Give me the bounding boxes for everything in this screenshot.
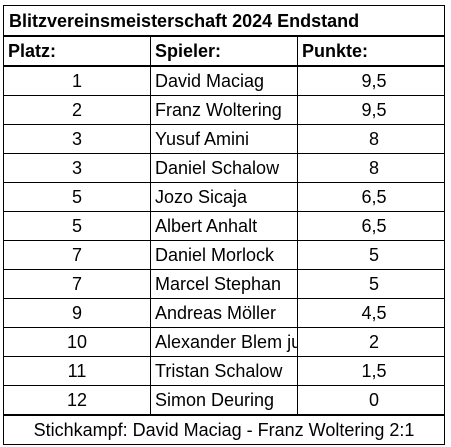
table-row: 7 Marcel Stephan 5: [3, 269, 445, 299]
player-cell: Simon Deuring: [150, 385, 298, 416]
table-row: 7 Daniel Morlock 5: [3, 240, 445, 270]
table-row: 3 Yusuf Amini 8: [3, 124, 445, 154]
place-cell: 7: [3, 240, 151, 270]
place-cell: 5: [3, 211, 151, 241]
player-cell: Daniel Schalow: [150, 153, 298, 183]
place-cell: 1: [3, 65, 151, 96]
points-cell: 0: [297, 385, 445, 416]
place-cell: 2: [3, 95, 151, 125]
points-cell: 8: [297, 153, 445, 183]
table-row: 10 Alexander Blem jun. 2: [3, 327, 445, 357]
header-place: Platz:: [3, 35, 151, 67]
place-cell: 3: [3, 124, 151, 154]
place-cell: 12: [3, 385, 151, 416]
table-row: 12 Simon Deuring 0: [3, 385, 445, 416]
table-row: 1 David Maciag 9,5: [3, 65, 445, 96]
player-cell: David Maciag: [150, 65, 298, 96]
player-cell: Marcel Stephan: [150, 269, 298, 299]
table-row: 9 Andreas Möller 4,5: [3, 298, 445, 328]
table-row: 2 Franz Woltering 9,5: [3, 95, 445, 125]
points-cell: 6,5: [297, 182, 445, 212]
points-cell: 8: [297, 124, 445, 154]
title-row: Blitzvereinsmeisterschaft 2024 Endstand: [3, 5, 445, 37]
footer-row: Stichkampf: David Maciag - Franz Wolteri…: [3, 414, 445, 445]
player-cell: Daniel Morlock: [150, 240, 298, 270]
place-cell: 9: [3, 298, 151, 328]
place-cell: 3: [3, 153, 151, 183]
header-row: Platz: Spieler: Punkte:: [3, 35, 445, 67]
points-cell: 2: [297, 327, 445, 357]
table-row: 3 Daniel Schalow 8: [3, 153, 445, 183]
points-cell: 1,5: [297, 356, 445, 386]
tiebreak-note: Stichkampf: David Maciag - Franz Wolteri…: [3, 414, 445, 445]
header-player: Spieler:: [150, 35, 298, 67]
header-points: Punkte:: [297, 35, 445, 67]
points-cell: 4,5: [297, 298, 445, 328]
player-cell: Albert Anhalt: [150, 211, 298, 241]
points-cell: 9,5: [297, 95, 445, 125]
table-row: 5 Jozo Sicaja 6,5: [3, 182, 445, 212]
table-row: 11 Tristan Schalow 1,5: [3, 356, 445, 386]
table-row: 5 Albert Anhalt 6,5: [3, 211, 445, 241]
place-cell: 7: [3, 269, 151, 299]
player-cell: Franz Woltering: [150, 95, 298, 125]
points-cell: 9,5: [297, 65, 445, 96]
points-cell: 5: [297, 269, 445, 299]
points-cell: 5: [297, 240, 445, 270]
table-title: Blitzvereinsmeisterschaft 2024 Endstand: [3, 5, 445, 37]
place-cell: 5: [3, 182, 151, 212]
place-cell: 10: [3, 327, 151, 357]
points-cell: 6,5: [297, 211, 445, 241]
player-cell: Jozo Sicaja: [150, 182, 298, 212]
player-cell: Alexander Blem jun.: [150, 327, 298, 357]
player-cell: Andreas Möller: [150, 298, 298, 328]
standings-table: Blitzvereinsmeisterschaft 2024 Endstand …: [3, 5, 445, 445]
place-cell: 11: [3, 356, 151, 386]
player-cell: Yusuf Amini: [150, 124, 298, 154]
player-cell: Tristan Schalow: [150, 356, 298, 386]
